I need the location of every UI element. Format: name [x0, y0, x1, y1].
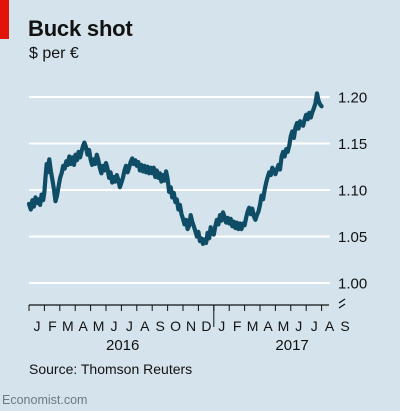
y-tick-label: 1.10 [338, 183, 367, 200]
series-layer [26, 91, 324, 246]
x-tick-label: D [201, 318, 211, 334]
y-tick-label: 1.20 [338, 90, 367, 107]
x-tick-label: J [311, 318, 318, 334]
x-tick-label: M [62, 318, 74, 334]
x-tick-label: A [263, 318, 273, 334]
x-tick-label: S [340, 318, 349, 334]
x-tick-label: F [48, 318, 57, 334]
brand-red-tag [0, 0, 9, 39]
y-tick-label: 1.05 [338, 229, 367, 246]
x-year-label: 2016 [106, 337, 139, 354]
x-tick-label: J [218, 318, 225, 334]
x-tick-label: N [186, 318, 196, 334]
y-axis-tick-labels: 1.20 1.15 1.10 1.05 1.00 [338, 90, 367, 293]
x-tick-label: J [111, 318, 118, 334]
x-year-label: 2017 [275, 337, 308, 354]
series-line-0 [26, 91, 324, 246]
x-tick-label: F [233, 318, 242, 334]
axis-break-icon [338, 298, 346, 309]
x-tick-label: A [325, 318, 335, 334]
x-tick-label: J [126, 318, 133, 334]
site-credit: Economist.com [2, 393, 88, 407]
x-axis [28, 298, 346, 327]
x-tick-label: M [278, 318, 290, 334]
x-tick-label: J [295, 318, 302, 334]
grid-lines [29, 96, 330, 284]
x-tick-label: S [156, 318, 165, 334]
x-tick-label: A [79, 318, 89, 334]
chart-title: Buck shot [28, 16, 133, 41]
y-tick-label: 1.15 [338, 136, 367, 153]
source-note: Source: Thomson Reuters [29, 361, 193, 377]
x-tick-label: A [140, 318, 150, 334]
x-tick-label: M [93, 318, 105, 334]
y-tick-label: 1.00 [338, 276, 367, 293]
x-tick-label: J [34, 318, 41, 334]
x-tick-label: M [247, 318, 259, 334]
x-tick-label: O [170, 318, 181, 334]
chart-subtitle: $ per € [29, 45, 79, 62]
